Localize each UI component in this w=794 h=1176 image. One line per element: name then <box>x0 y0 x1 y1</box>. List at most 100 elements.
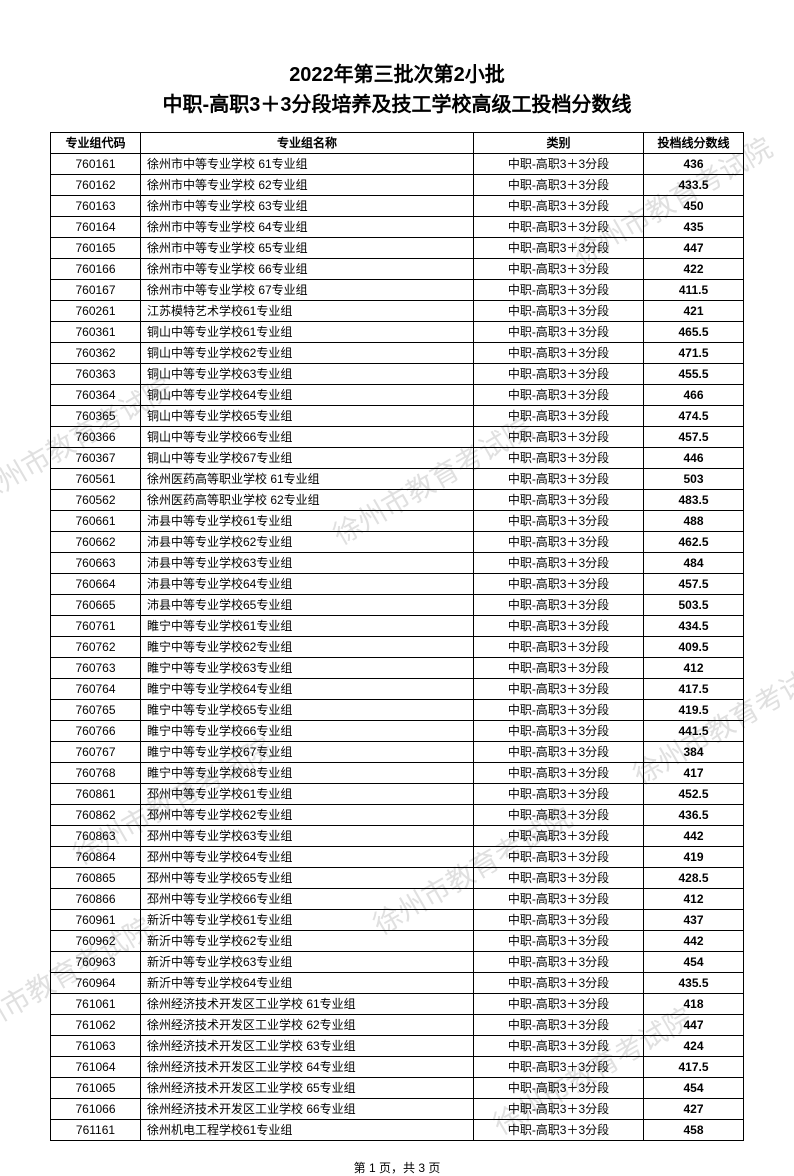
cell-type: 中职-高职3＋3分段 <box>474 532 644 553</box>
cell-code: 760763 <box>51 658 141 679</box>
cell-score: 409.5 <box>644 637 744 658</box>
cell-score: 450 <box>644 196 744 217</box>
cell-score: 417 <box>644 763 744 784</box>
table-row: 760766睢宁中等专业学校66专业组中职-高职3＋3分段441.5 <box>51 721 744 742</box>
table-row: 760261江苏模特艺术学校61专业组中职-高职3＋3分段421 <box>51 301 744 322</box>
cell-code: 760866 <box>51 889 141 910</box>
cell-type: 中职-高职3＋3分段 <box>474 553 644 574</box>
cell-score: 462.5 <box>644 532 744 553</box>
cell-type: 中职-高职3＋3分段 <box>474 679 644 700</box>
cell-code: 760862 <box>51 805 141 826</box>
cell-type: 中职-高职3＋3分段 <box>474 1015 644 1036</box>
cell-type: 中职-高职3＋3分段 <box>474 847 644 868</box>
cell-score: 484 <box>644 553 744 574</box>
cell-name: 邳州中等专业学校66专业组 <box>141 889 474 910</box>
table-row: 760363铜山中等专业学校63专业组中职-高职3＋3分段455.5 <box>51 364 744 385</box>
cell-name: 徐州经济技术开发区工业学校 63专业组 <box>141 1036 474 1057</box>
table-row: 760865邳州中等专业学校65专业组中职-高职3＋3分段428.5 <box>51 868 744 889</box>
table-row: 760662沛县中等专业学校62专业组中职-高职3＋3分段462.5 <box>51 532 744 553</box>
cell-name: 徐州市中等专业学校 67专业组 <box>141 280 474 301</box>
cell-type: 中职-高职3＋3分段 <box>474 1120 644 1141</box>
table-row: 760167徐州市中等专业学校 67专业组中职-高职3＋3分段411.5 <box>51 280 744 301</box>
title-line1: 2022年第三批次第2小批 <box>50 60 744 90</box>
table-row: 761062徐州经济技术开发区工业学校 62专业组中职-高职3＋3分段447 <box>51 1015 744 1036</box>
cell-name: 沛县中等专业学校61专业组 <box>141 511 474 532</box>
cell-score: 441.5 <box>644 721 744 742</box>
cell-score: 434.5 <box>644 616 744 637</box>
table-row: 760864邳州中等专业学校64专业组中职-高职3＋3分段419 <box>51 847 744 868</box>
cell-name: 邳州中等专业学校64专业组 <box>141 847 474 868</box>
cell-score: 418 <box>644 994 744 1015</box>
table-row: 760863邳州中等专业学校63专业组中职-高职3＋3分段442 <box>51 826 744 847</box>
cell-score: 435.5 <box>644 973 744 994</box>
cell-name: 睢宁中等专业学校65专业组 <box>141 700 474 721</box>
cell-code: 760664 <box>51 574 141 595</box>
cell-code: 760663 <box>51 553 141 574</box>
cell-name: 徐州经济技术开发区工业学校 64专业组 <box>141 1057 474 1078</box>
cell-code: 760767 <box>51 742 141 763</box>
cell-name: 新沂中等专业学校62专业组 <box>141 931 474 952</box>
cell-name: 徐州医药高等职业学校 61专业组 <box>141 469 474 490</box>
cell-code: 761065 <box>51 1078 141 1099</box>
cell-type: 中职-高职3＋3分段 <box>474 574 644 595</box>
cell-code: 760863 <box>51 826 141 847</box>
cell-code: 760364 <box>51 385 141 406</box>
cell-score: 427 <box>644 1099 744 1120</box>
cell-name: 江苏模特艺术学校61专业组 <box>141 301 474 322</box>
cell-code: 760163 <box>51 196 141 217</box>
cell-type: 中职-高职3＋3分段 <box>474 952 644 973</box>
cell-type: 中职-高职3＋3分段 <box>474 1036 644 1057</box>
table-row: 760764睢宁中等专业学校64专业组中职-高职3＋3分段417.5 <box>51 679 744 700</box>
title-line2: 中职-高职3＋3分段培养及技工学校高级工投档分数线 <box>50 90 744 120</box>
cell-code: 760865 <box>51 868 141 889</box>
cell-name: 徐州经济技术开发区工业学校 65专业组 <box>141 1078 474 1099</box>
cell-code: 760765 <box>51 700 141 721</box>
cell-code: 760766 <box>51 721 141 742</box>
cell-type: 中职-高职3＋3分段 <box>474 1078 644 1099</box>
cell-type: 中职-高职3＋3分段 <box>474 154 644 175</box>
cell-code: 760963 <box>51 952 141 973</box>
cell-code: 760962 <box>51 931 141 952</box>
cell-code: 760665 <box>51 595 141 616</box>
cell-type: 中职-高职3＋3分段 <box>474 385 644 406</box>
cell-score: 454 <box>644 1078 744 1099</box>
table-row: 761161徐州机电工程学校61专业组中职-高职3＋3分段458 <box>51 1120 744 1141</box>
cell-code: 760167 <box>51 280 141 301</box>
table-row: 760861邳州中等专业学校61专业组中职-高职3＋3分段452.5 <box>51 784 744 805</box>
table-row: 760365铜山中等专业学校65专业组中职-高职3＋3分段474.5 <box>51 406 744 427</box>
table-row: 760961新沂中等专业学校61专业组中职-高职3＋3分段437 <box>51 910 744 931</box>
cell-code: 760363 <box>51 364 141 385</box>
cell-type: 中职-高职3＋3分段 <box>474 490 644 511</box>
table-row: 760762睢宁中等专业学校62专业组中职-高职3＋3分段409.5 <box>51 637 744 658</box>
cell-code: 760367 <box>51 448 141 469</box>
cell-name: 邳州中等专业学校65专业组 <box>141 868 474 889</box>
cell-code: 761161 <box>51 1120 141 1141</box>
cell-type: 中职-高职3＋3分段 <box>474 448 644 469</box>
table-row: 760862邳州中等专业学校62专业组中职-高职3＋3分段436.5 <box>51 805 744 826</box>
table-row: 760964新沂中等专业学校64专业组中职-高职3＋3分段435.5 <box>51 973 744 994</box>
cell-code: 760261 <box>51 301 141 322</box>
page-footer: 第 1 页，共 3 页 <box>50 1159 744 1176</box>
cell-code: 760362 <box>51 343 141 364</box>
cell-type: 中职-高职3＋3分段 <box>474 217 644 238</box>
cell-score: 442 <box>644 826 744 847</box>
cell-name: 沛县中等专业学校62专业组 <box>141 532 474 553</box>
cell-name: 睢宁中等专业学校61专业组 <box>141 616 474 637</box>
cell-name: 徐州医药高等职业学校 62专业组 <box>141 490 474 511</box>
cell-name: 徐州市中等专业学校 65专业组 <box>141 238 474 259</box>
table-row: 760761睢宁中等专业学校61专业组中职-高职3＋3分段434.5 <box>51 616 744 637</box>
cell-type: 中职-高职3＋3分段 <box>474 763 644 784</box>
cell-name: 徐州市中等专业学校 66专业组 <box>141 259 474 280</box>
cell-score: 458 <box>644 1120 744 1141</box>
cell-score: 412 <box>644 658 744 679</box>
col-header-type: 类别 <box>474 133 644 154</box>
col-header-code: 专业组代码 <box>51 133 141 154</box>
table-row: 761063徐州经济技术开发区工业学校 63专业组中职-高职3＋3分段424 <box>51 1036 744 1057</box>
cell-type: 中职-高职3＋3分段 <box>474 910 644 931</box>
cell-type: 中职-高职3＋3分段 <box>474 931 644 952</box>
cell-name: 铜山中等专业学校62专业组 <box>141 343 474 364</box>
cell-type: 中职-高职3＋3分段 <box>474 364 644 385</box>
table-row: 760367铜山中等专业学校67专业组中职-高职3＋3分段446 <box>51 448 744 469</box>
table-row: 760161徐州市中等专业学校 61专业组中职-高职3＋3分段436 <box>51 154 744 175</box>
cell-score: 436 <box>644 154 744 175</box>
